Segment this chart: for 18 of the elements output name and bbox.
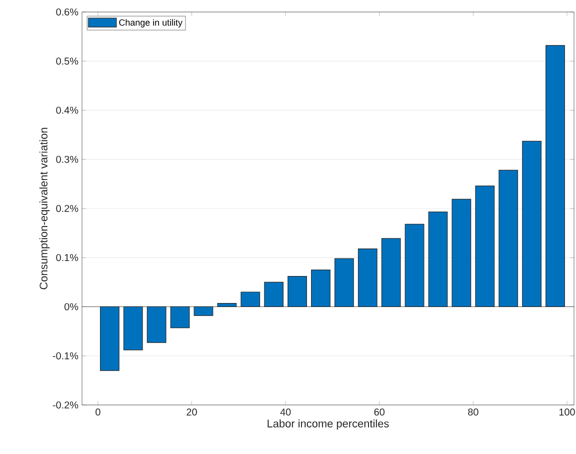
y-tick-label: -0.1% [52,352,78,360]
y-axis-title: Consumption-equivalent variation [39,128,50,290]
x-tick-label: 0 [96,408,100,416]
y-tick-label: 0.5% [56,58,78,65]
x-tick-label: 20 [186,408,197,416]
y-tick-label: 0% [64,303,78,310]
x-tick-label: 100 [559,408,575,416]
y-tick-label: 0.3% [56,156,78,163]
x-tick-label: 40 [280,408,291,416]
x-tick-label: 60 [374,408,385,416]
y-tick-label: 0.6% [56,8,78,16]
y-tick-label: 0.2% [56,204,78,212]
x-tick-label: 80 [468,408,478,416]
y-tick-label: 0.1% [56,254,78,262]
x-axis-title: Labor income percentiles [268,419,389,430]
legend-label: Change in utility [119,19,182,28]
y-tick-label: -0.2% [52,401,78,409]
y-tick-label: 0.4% [56,106,78,114]
